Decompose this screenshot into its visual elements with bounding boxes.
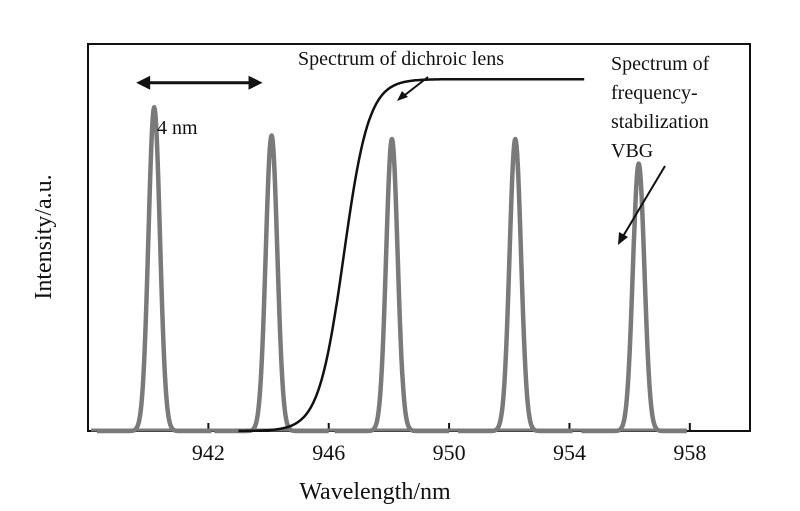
spacing-arrowhead-right — [248, 75, 263, 90]
dichroic-lens-spectrum-line — [238, 77, 585, 433]
vbg-label-line-3: stabilization — [611, 111, 709, 133]
x-tick-label: 946 — [312, 440, 345, 465]
vbg-peak-5 — [579, 161, 689, 434]
x-tick-labels: 942 946 950 954 958 — [192, 440, 706, 465]
vbg-pointer-line — [621, 165, 666, 239]
vbg-label-line-2: frequency- — [611, 82, 698, 104]
vbg-label-line-4: VBG — [611, 140, 653, 162]
vbg-peak-3 — [333, 136, 451, 434]
x-tick-label: 942 — [192, 440, 225, 465]
spacing-label: 4 nm — [157, 117, 198, 139]
vbg-peak-4 — [456, 136, 575, 434]
vbg-label-line-1: Spectrum of — [611, 53, 710, 75]
y-axis-title: Intensity/a.u. — [31, 174, 57, 299]
spacing-annotation: 4 nm — [136, 75, 263, 139]
vbg-spectrum — [91, 105, 689, 434]
dichroic-pointer-head — [397, 91, 408, 101]
vbg-pointer-head — [618, 232, 628, 245]
x-axis-title: Wavelength/nm — [299, 479, 451, 505]
vbg-peak-2 — [212, 133, 331, 434]
dichroic-annotation: Spectrum of dichroic lens — [298, 48, 504, 101]
x-tick-label: 958 — [673, 440, 706, 465]
dichroic-label: Spectrum of dichroic lens — [298, 48, 504, 70]
vbg-annotation: Spectrum of frequency- stabilization VBG — [611, 53, 710, 245]
x-tick-label: 950 — [433, 440, 466, 465]
spacing-arrowhead-left — [136, 75, 151, 90]
vbg-peak-1 — [95, 105, 214, 434]
x-tick-label: 954 — [553, 440, 586, 465]
